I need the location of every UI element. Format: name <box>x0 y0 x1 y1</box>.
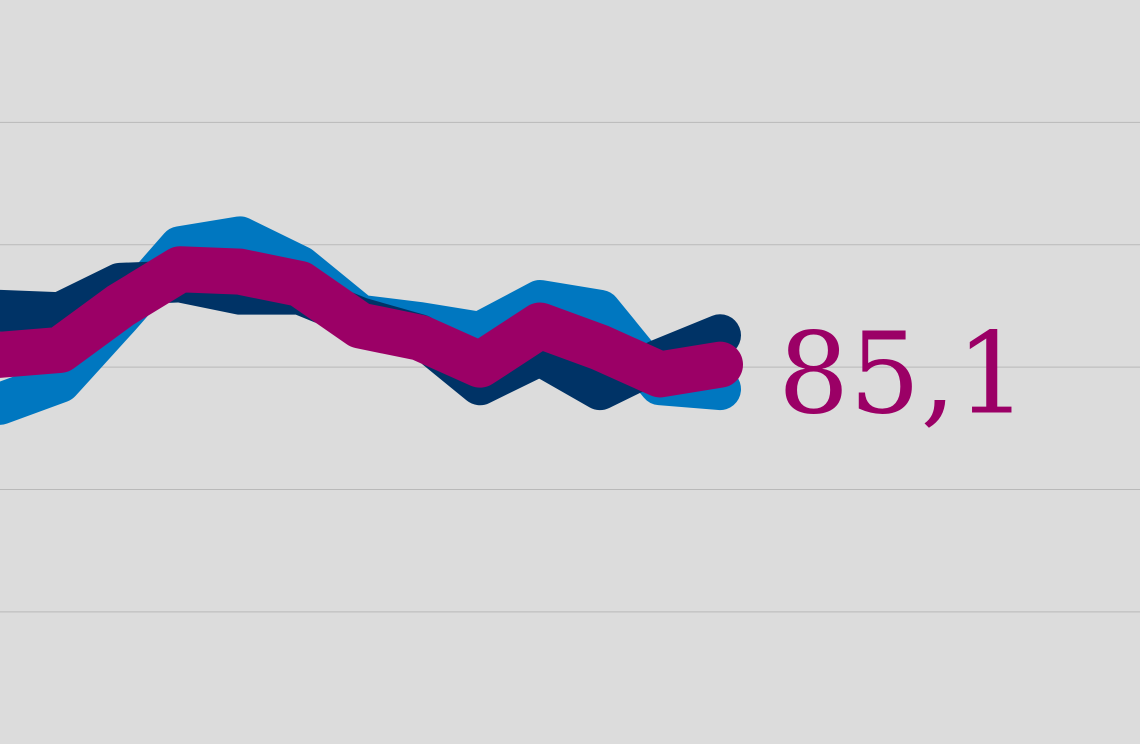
value-label: 85,1 <box>778 310 1027 440</box>
series-line <box>0 246 743 398</box>
